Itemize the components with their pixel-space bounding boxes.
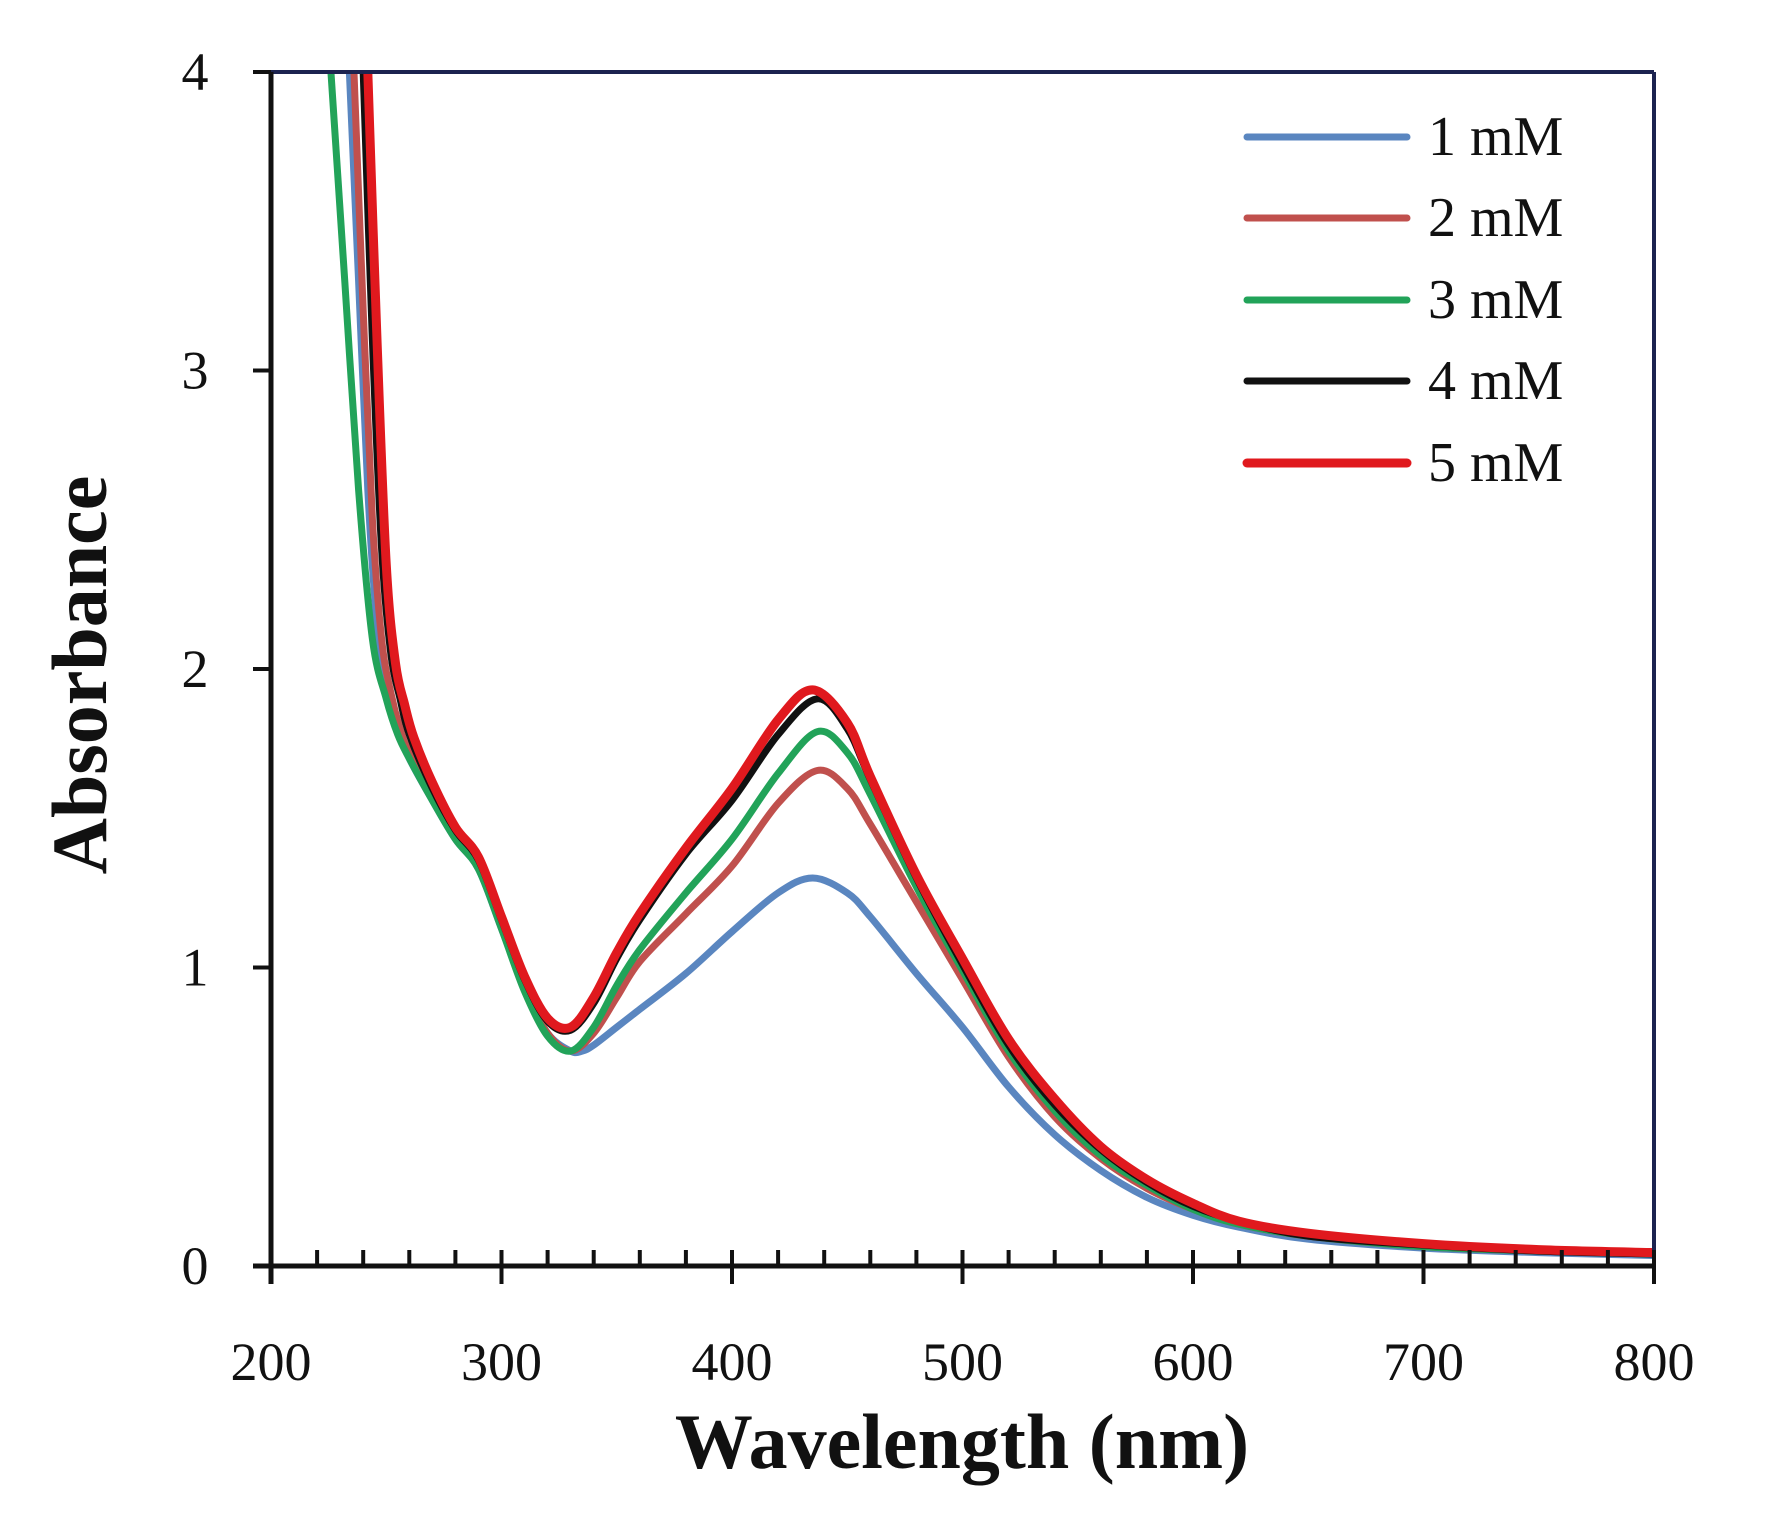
series-line-3 [327,72,1654,1258]
series-curves [327,72,1654,1260]
x-tick-label: 300 [461,1332,542,1392]
legend-item-1: 1 mM [1243,106,1563,168]
y-tick-label: 3 [182,341,209,401]
x-axis-title: Wavelength (nm) [675,1398,1249,1485]
series-line-1 [345,72,1654,1260]
series-line-5 [363,72,1654,1258]
x-tick-label: 600 [1153,1332,1234,1392]
x-tick-label: 500 [922,1332,1003,1392]
y-axis-title: Absorbance [36,476,123,875]
x-tick-label: 200 [231,1332,312,1392]
legend-label: 3 mM [1428,269,1563,331]
x-tick-label: 400 [692,1332,773,1392]
x-tick-label: 700 [1383,1332,1464,1392]
y-tick-label: 0 [182,1236,209,1296]
legend-label: 5 mM [1428,432,1563,494]
y-tick-label: 2 [182,639,209,699]
y-tick-label: 1 [182,938,209,998]
y-tick-label: 4 [182,42,209,102]
legend-item-5: 5 mM [1242,432,1563,494]
axes [253,70,1656,1284]
legend-item-3: 3 mM [1243,269,1563,331]
legend-label: 1 mM [1428,106,1563,168]
y-tick-labels: 0 1 2 3 4 [182,42,209,1296]
legend-item-2: 2 mM [1243,187,1563,249]
legend: 1 mM 2 mM 3 mM 4 mM 5 mM [1242,106,1563,494]
series-line-4 [359,72,1654,1258]
x-tick-label: 800 [1614,1332,1695,1392]
legend-item-4: 4 mM [1243,350,1563,412]
legend-label: 2 mM [1428,187,1563,249]
x-tick-labels: 200 300 400 500 600 700 800 [231,1332,1695,1392]
legend-label: 4 mM [1428,350,1563,412]
